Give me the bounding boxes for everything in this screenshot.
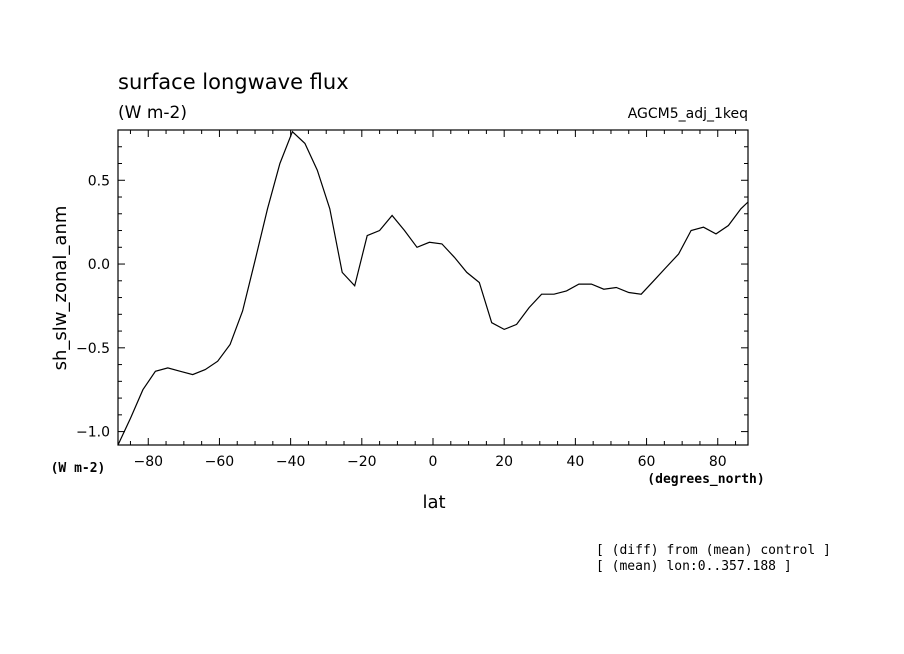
plot-frame: [117, 129, 749, 446]
note-mean: [ (mean) lon:0..357.188 ]: [596, 559, 792, 574]
chart-title: surface longwave flux: [118, 70, 349, 94]
series-line: [117, 130, 749, 446]
y-axis-units: (W m-2): [51, 461, 106, 476]
x-tick-label: −40: [276, 454, 306, 470]
note-diff: [ (diff) from (mean) control ]: [596, 543, 831, 558]
x-tick-label: 20: [495, 454, 513, 470]
x-axis-label: lat: [422, 492, 445, 513]
y-tick-label: 0.5: [88, 173, 110, 189]
x-tick-label: 60: [638, 454, 656, 470]
x-tick-label: 80: [709, 454, 727, 470]
axis-ticks: [118, 130, 748, 445]
x-tick-label: −20: [347, 454, 377, 470]
x-axis-units: (degrees_north): [647, 472, 764, 487]
x-tick-label: −80: [133, 454, 163, 470]
axis-tick-labels: −80 −60 −40 −20 0 20 40 60 80 −1.0 −0.5 0.0 0.5: [76, 173, 727, 470]
y-tick-label: −1.0: [76, 425, 110, 441]
experiment-label: AGCM5_adj_1keq: [628, 106, 748, 122]
y-tick-label: 0.0: [88, 257, 110, 273]
x-tick-label: 40: [566, 454, 584, 470]
chart-subtitle: (W m-2): [118, 103, 187, 123]
x-tick-label: −60: [205, 454, 235, 470]
y-axis-label: sh_slw_zonal_anm: [50, 206, 71, 371]
x-tick-label: 0: [429, 454, 438, 470]
y-tick-label: −0.5: [76, 341, 110, 357]
